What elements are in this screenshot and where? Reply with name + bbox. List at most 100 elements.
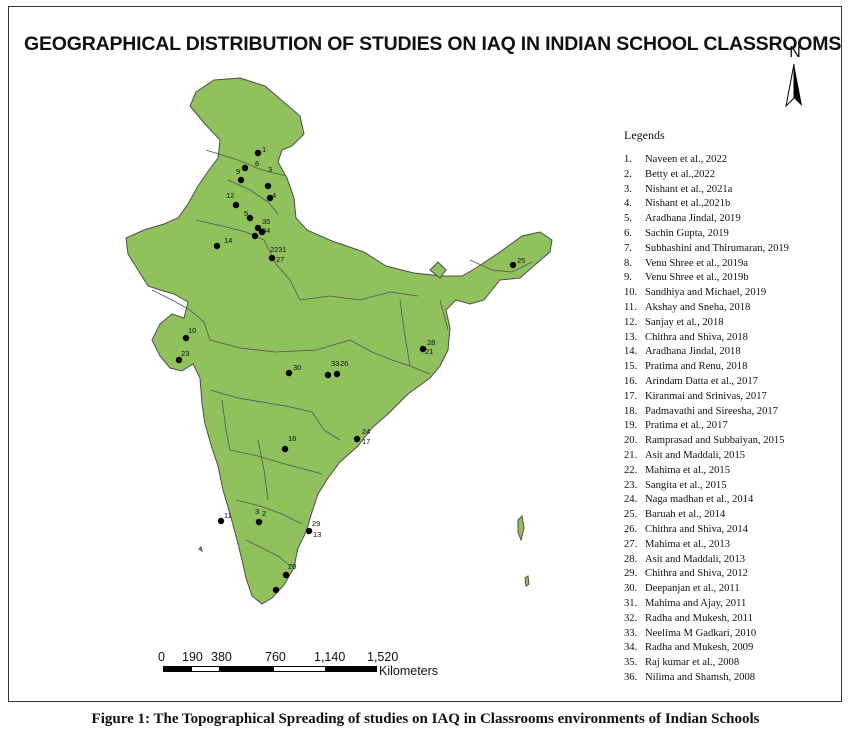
legend-item-text: Deepanjan et al., 2011 [645, 583, 740, 595]
state-borders [151, 149, 533, 567]
location-dot [175, 356, 183, 364]
legend-item: 25. Baruah et al., 2014 [624, 508, 839, 523]
legend-item-text: Akshay and Sneha, 2018 [645, 301, 751, 313]
legend-item-number: 27. [624, 538, 638, 550]
location-dot [282, 571, 290, 579]
map-label: 35 [262, 217, 270, 226]
map-label: 25 [517, 256, 525, 265]
legend-item: 6. Sachin Gupta, 2019 [624, 227, 839, 242]
location-dot [182, 334, 190, 342]
location-dot [237, 176, 245, 184]
legend-item: 16. Arindam Datta et al., 2017 [624, 375, 839, 390]
map-label: 1 [262, 145, 266, 154]
legend-item-text: Radha and Mukesh, 2009 [645, 642, 754, 654]
legend-item-number: 7. [624, 242, 632, 254]
scale-segment [325, 667, 376, 671]
legend-item-text: Nilima and Shamsh, 2008 [645, 671, 756, 683]
legend-item: 20. Ramprasad and Subbaiyan, 2015 [624, 434, 839, 449]
location-dot [254, 224, 262, 232]
map-label: 6 [255, 159, 259, 168]
scale-label: 1,520 [367, 650, 399, 664]
location-dot [268, 254, 276, 262]
legend-item-text: Betty et al.,2022 [645, 168, 716, 180]
legend-item-text: Baruah et al., 2014 [645, 509, 726, 521]
sikkim-region [429, 261, 447, 279]
legend-item: 21. Asit and Maddali, 2015 [624, 449, 839, 464]
legend-item-text: Neelima M Gadkari, 2010 [645, 627, 757, 639]
legend-item-text: Mahima et al., 2013 [645, 538, 731, 550]
legend-item: 11. Akshay and Sneha, 2018 [624, 301, 839, 316]
legend-item-text: Subhashini and Thirumaran, 2019 [645, 242, 789, 254]
map-label: 5 [244, 209, 248, 218]
legend-item-text: Aradhana Jindal, 2018 [645, 346, 741, 358]
location-dot [285, 369, 293, 377]
legend-item-text: Padmavathi and Sireesha, 2017 [645, 405, 778, 417]
lakshadweep-island [198, 546, 203, 553]
legend-item-text: Naga madhan et al., 2014 [645, 494, 754, 506]
legend-item-number: 28. [624, 553, 638, 565]
legend-item: 14. Aradhana Jindal, 2018 [624, 345, 839, 360]
legend-item: 17. Kiranmai and Srinivas, 2017 [624, 390, 839, 405]
legend-item-number: 36. [624, 671, 638, 683]
legend-item-text: Kiranmai and Srinivas, 2017 [645, 390, 767, 402]
legend-title: Legends [624, 128, 665, 142]
legend-item-number: 20. [624, 435, 638, 447]
legend-item-number: 17. [624, 390, 638, 402]
nicobar-island [524, 575, 530, 587]
legend-item-text: Venu Shree et al., 2019a [645, 257, 748, 269]
legend-item: 13. Chithra and Shiva, 2018 [624, 331, 839, 346]
legend-item: 36. Nilima and Shamsh, 2008 [624, 671, 839, 686]
legend-item-text: Mahima and Ajay, 2011 [645, 597, 747, 609]
location-dot [266, 194, 274, 202]
legend-item-text: Nishant et al., 2021a [645, 183, 733, 195]
legend-item-number: 11. [624, 301, 637, 313]
scale-label: 380 [211, 650, 232, 664]
map-label: 3 [268, 165, 272, 174]
legend-item: 3. Nishant et al., 2021a [624, 183, 839, 198]
legend-item: 31. Mahima and Ajay, 2011 [624, 597, 839, 612]
legend-item: 1. Naveen et al., 2022 [624, 153, 839, 168]
legend-item-number: 4. [624, 198, 632, 210]
scale-label: 760 [265, 650, 286, 664]
legend-list: 1. Naveen et al., 2022 2. Betty et al.,2022… [624, 153, 839, 686]
legend-item-text: Mahima et al., 2015 [645, 464, 731, 476]
map-label: 33 [331, 359, 339, 368]
map-label: 17 [362, 437, 370, 446]
legend-item-text: Asit and Maddali, 2013 [645, 553, 746, 565]
map-label: 9 [236, 167, 240, 176]
legend-item: 10. Sandhiya and Michael, 2019 [624, 286, 839, 301]
legend-item-number: 6. [624, 227, 632, 239]
scale-label: 0 [158, 650, 165, 664]
legend-item: 12. Sanjay et al., 2018 [624, 316, 839, 331]
legend-item-text: Chithra and Shiva, 2014 [645, 523, 748, 535]
location-dot [264, 182, 272, 190]
map-label: 16 [288, 434, 296, 443]
scale-label: 190 [182, 650, 203, 664]
legend-item: 32. Radha and Mukesh, 2011 [624, 612, 839, 627]
legend-item-number: 15. [624, 361, 638, 373]
legend-item: 7. Subhashini and Thirumaran, 2019 [624, 242, 839, 257]
legend-item-text: Pratima and Renu, 2018 [645, 361, 748, 373]
map-label: 28 [427, 338, 435, 347]
north-arrow-icon [785, 63, 802, 108]
legend-item-number: 12. [624, 316, 638, 328]
legend-item-text: Aradhana Jindal, 2019 [645, 213, 741, 225]
legend-item: 5. Aradhana Jindal, 2019 [624, 212, 839, 227]
map-label: 23 [181, 349, 189, 358]
map-label: 27 [276, 255, 284, 264]
location-dot [254, 149, 262, 157]
legend-item-text: Asit and Maddali, 2015 [645, 449, 746, 461]
legend-item-text: Chithra and Shiva, 2012 [645, 568, 748, 580]
legend-item-text: Chithra and Shiva, 2018 [645, 331, 748, 343]
legend-item-number: 30. [624, 583, 638, 595]
legend-item: 4. Nishant et al.,2021b [624, 197, 839, 212]
legend-item: 18. Padmavathi and Sireesha, 2017 [624, 405, 839, 420]
legend-item-number: 34. [624, 642, 638, 654]
map-title: GEOGRAPHICAL DISTRIBUTION OF STUDIES ON … [24, 33, 842, 55]
legend-item-number: 9. [624, 272, 632, 284]
location-dot [333, 370, 341, 378]
legend-item-number: 18. [624, 405, 638, 417]
legend-item: 23. Sangita et al., 2015 [624, 479, 839, 494]
andaman-island [517, 514, 525, 542]
